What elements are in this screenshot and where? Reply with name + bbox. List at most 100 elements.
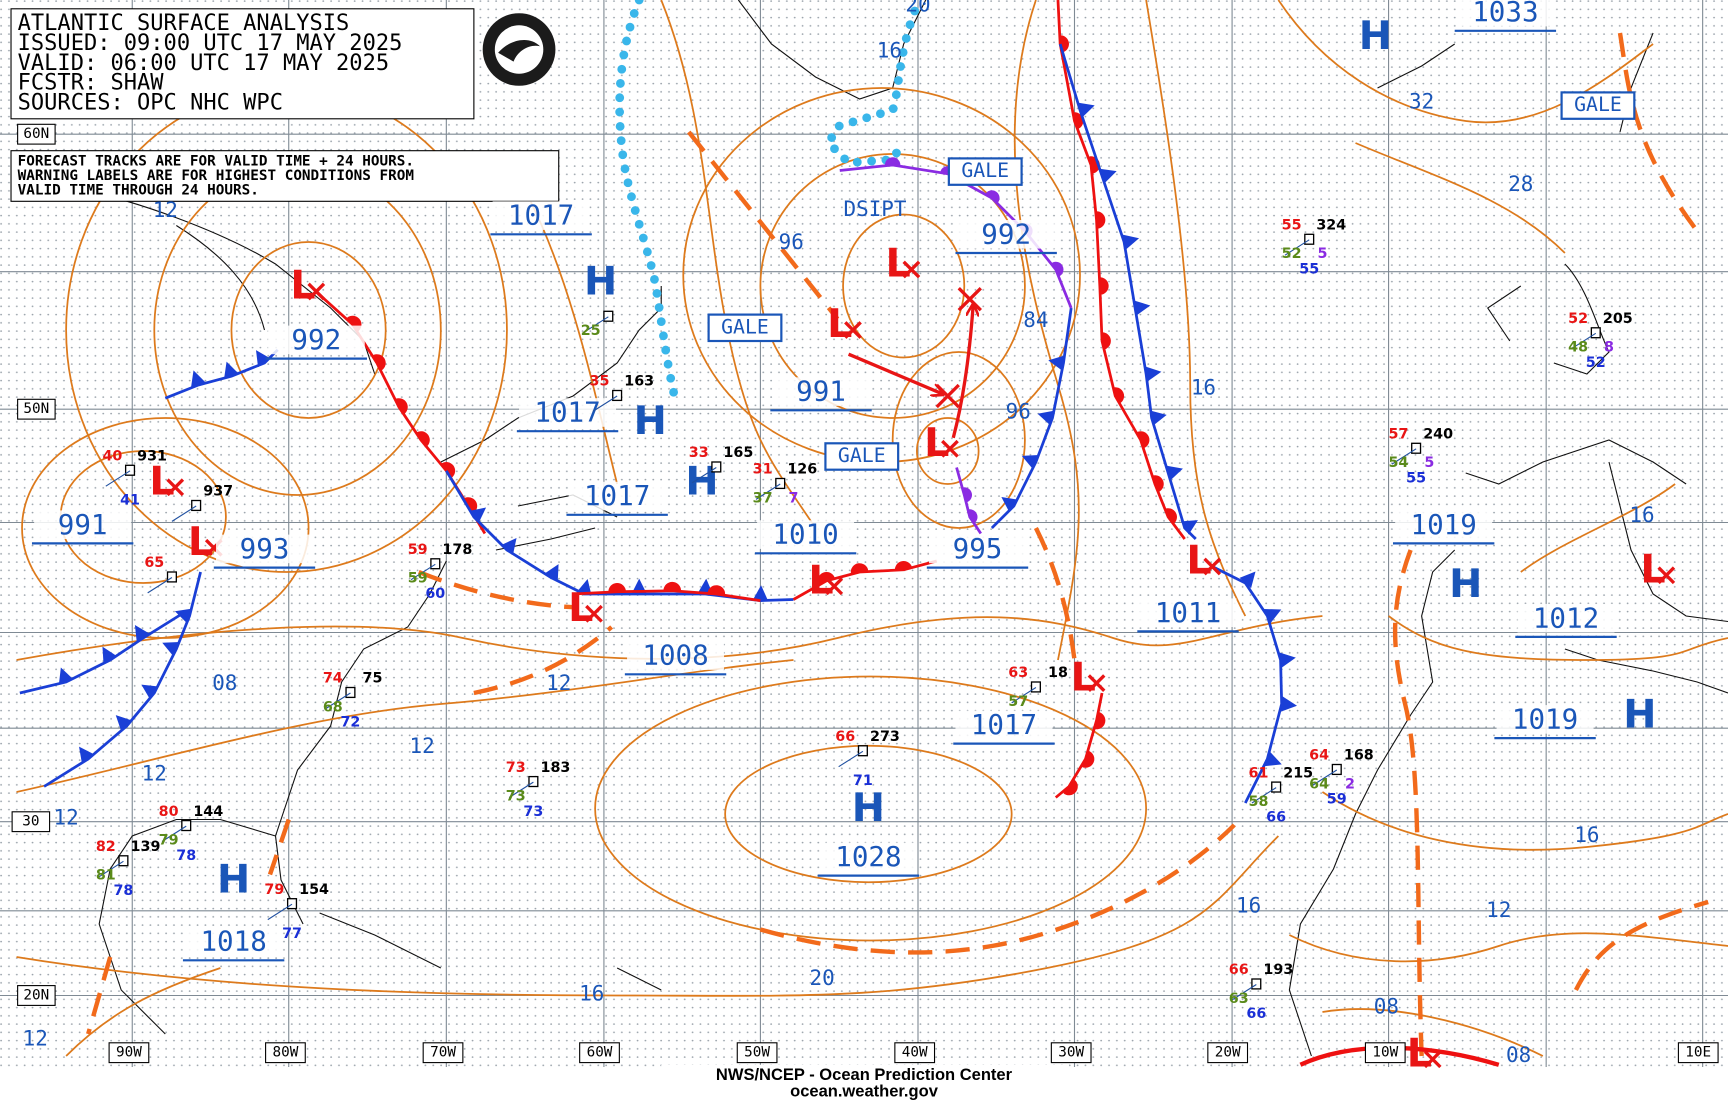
- low-cross: [1657, 566, 1676, 585]
- station-sea-temp: 66: [1266, 809, 1286, 825]
- station-marker: [1590, 327, 1601, 339]
- wind-barb: [1571, 332, 1597, 350]
- low-cross: [902, 260, 921, 279]
- station-sea-temp: 66: [1246, 1006, 1266, 1022]
- lon-label-box: [1207, 1042, 1249, 1064]
- header-line: SOURCES: OPC NHC WPC: [18, 90, 283, 115]
- pressure-label: 1019: [1512, 704, 1578, 736]
- wind-barb: [1391, 448, 1417, 465]
- lat-label: 60N: [23, 126, 49, 142]
- pressure-label: 1017: [971, 709, 1037, 741]
- high-center: H: [584, 258, 617, 304]
- pressure-label: 1019: [1411, 509, 1477, 541]
- station-dew-point: 25: [581, 323, 601, 339]
- pressure-label-bg: [1496, 705, 1594, 734]
- isobar-label: 16: [1629, 503, 1654, 527]
- isobar-label: 28: [1508, 172, 1533, 196]
- lon-label-box: [108, 1042, 150, 1064]
- pressure-label: 1033: [1472, 0, 1538, 28]
- station-air-temp: 40: [102, 449, 122, 465]
- station-tendency: 8: [1604, 340, 1614, 356]
- station-air-temp: 52: [1568, 311, 1588, 327]
- notice-line: VALID TIME THROUGH 24 HOURS.: [18, 182, 259, 198]
- station-air-temp: 80: [159, 804, 179, 820]
- wind-barb: [592, 395, 618, 412]
- station-tendency: 5: [1424, 455, 1434, 471]
- pressure-label-bg: [185, 927, 283, 956]
- isobar-label: 12: [409, 734, 434, 758]
- warning-box: [1560, 91, 1636, 120]
- station-air-temp: 35: [590, 374, 610, 390]
- dissipating-label: DSIPT: [844, 197, 907, 221]
- lon-label: 70W: [430, 1045, 456, 1061]
- pressure-label: 995: [953, 533, 1003, 565]
- pressure-label: 1010: [772, 519, 838, 551]
- isobar-label: 12: [142, 761, 167, 785]
- lon-label-box: [1677, 1042, 1719, 1064]
- wind-barb: [325, 692, 351, 709]
- low-cross: [1203, 557, 1222, 576]
- station-dew-point: 81: [96, 868, 116, 884]
- warning-box: [824, 442, 900, 471]
- low-cross: [307, 282, 326, 301]
- pressure-label: 992: [981, 218, 1031, 250]
- pressure-label: 1012: [1533, 602, 1599, 634]
- lon-label-box: [1050, 1042, 1092, 1064]
- wind-barb: [755, 483, 781, 500]
- station-tendency: 5: [1317, 246, 1327, 262]
- lon-label: 20W: [1215, 1045, 1241, 1061]
- station-dew-point: 54: [1389, 455, 1409, 471]
- pressure-label-bg: [267, 325, 365, 355]
- station-pressure: 205: [1603, 311, 1633, 327]
- isobar-label: 08: [212, 671, 237, 695]
- pressure-label: 993: [240, 533, 290, 565]
- station-marker: [181, 819, 192, 832]
- station-sea-temp: 78: [113, 883, 133, 899]
- station-pressure: 154: [299, 882, 329, 898]
- pressure-label: 991: [796, 376, 846, 408]
- lon-label-box: [1364, 1042, 1406, 1064]
- pressure-label-bg: [955, 710, 1053, 740]
- notice-line: FORECAST TRACKS ARE FOR VALID TIME + 24 …: [18, 154, 414, 170]
- warning-label: GALE: [838, 444, 886, 467]
- warning-label: GALE: [961, 159, 1009, 182]
- pressure-label-bg: [627, 641, 725, 670]
- station-marker: [1304, 233, 1315, 245]
- station-pressure: 139: [131, 839, 161, 855]
- station-air-temp: 33: [689, 445, 709, 461]
- pressure-label-bg: [957, 220, 1055, 249]
- wind-barb: [691, 467, 717, 484]
- wind-barb: [1231, 984, 1257, 1001]
- station-pressure: 163: [624, 374, 654, 390]
- pressure-label-bg: [1517, 603, 1615, 633]
- warning-box: [947, 157, 1023, 186]
- station-marker: [1271, 781, 1282, 793]
- pressure-label: 1028: [835, 841, 901, 873]
- pressure-label-bg: [819, 842, 917, 872]
- station-tendency: 2: [1345, 776, 1355, 792]
- low-cross: [585, 604, 603, 623]
- station-marker: [775, 477, 786, 490]
- header-line: FCSTR: SHAW: [18, 71, 165, 96]
- wind-barb: [583, 316, 609, 333]
- isobar-label: 96: [1006, 400, 1031, 424]
- pressure-label-bg: [519, 398, 617, 427]
- lon-label: 80W: [273, 1045, 299, 1061]
- isobar-label: 84: [1023, 308, 1048, 332]
- station-marker: [1030, 681, 1041, 693]
- wind-barb: [1011, 687, 1037, 704]
- wind-barb: [1312, 769, 1338, 786]
- header-line: ATLANTIC SURFACE ANALYSIS: [18, 11, 350, 36]
- pressure-label-bg: [772, 377, 870, 406]
- station-pressure: 168: [1344, 748, 1374, 764]
- footer-line: ocean.weather.gov: [790, 1083, 939, 1100]
- header-line: ISSUED: 09:00 UTC 17 MAY 2025: [18, 31, 403, 56]
- warning-label: GALE: [721, 315, 769, 338]
- low-cross: [941, 439, 959, 458]
- high-center: H: [852, 785, 885, 831]
- footer-line: NWS/NCEP - Ocean Prediction Center: [716, 1066, 1013, 1084]
- station-marker: [711, 461, 722, 473]
- isobar-label: 12: [1486, 898, 1511, 922]
- lat-label-box: [17, 985, 56, 1006]
- station-pressure: 240: [1423, 427, 1453, 443]
